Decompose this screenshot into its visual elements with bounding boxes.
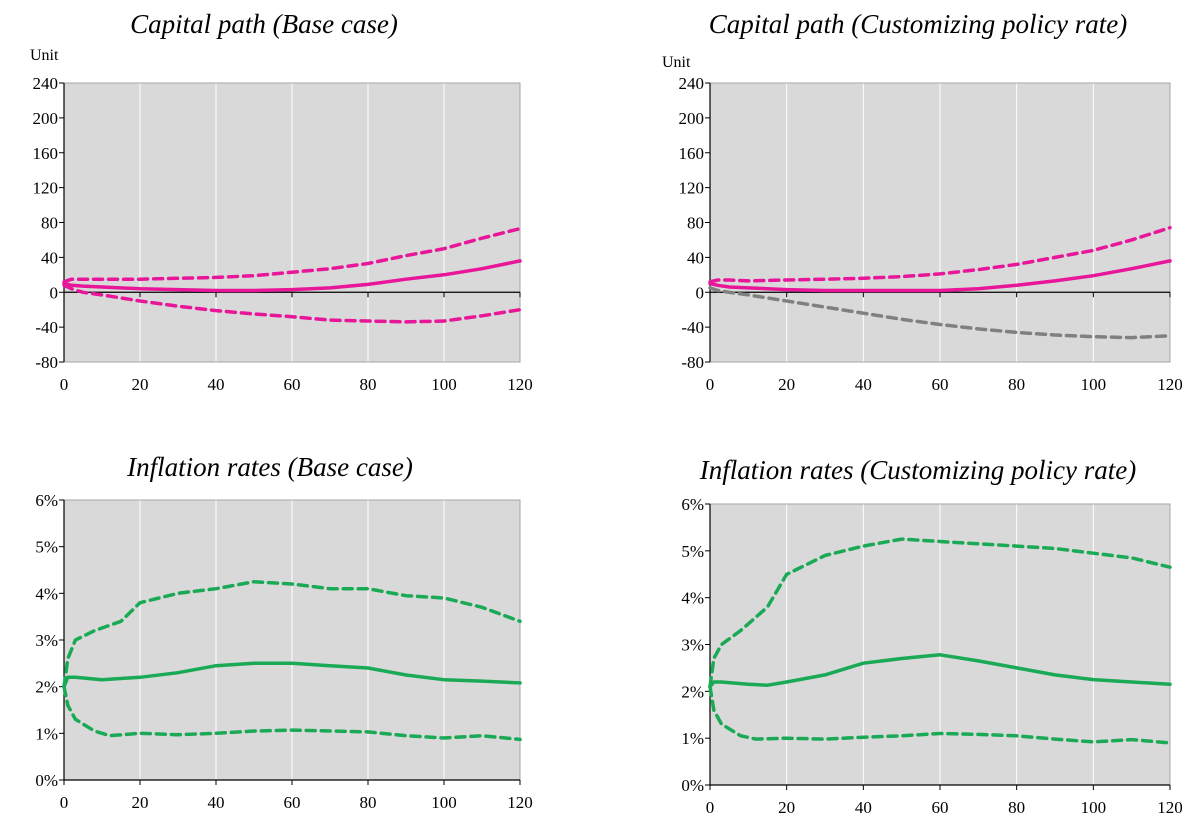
x-tick-label: 20	[132, 793, 149, 812]
y-tick-label: 0	[696, 283, 705, 302]
y-tick-label: 5%	[681, 542, 704, 561]
series-line-dashed-2	[708, 286, 1172, 340]
chart-title: Capital path (Base case)	[130, 9, 398, 39]
y-tick-label: 5%	[35, 538, 58, 557]
x-tick-label: 0	[706, 798, 715, 817]
chart-capital-path-base: Capital path (Base case) Unit -80 -40 0 40 80 1…	[30, 9, 533, 394]
x-tick-label: 80	[1008, 798, 1025, 817]
y-tick-label: 80	[687, 214, 704, 233]
y-tick-label: 80	[41, 214, 58, 233]
series-line-dashed-2	[708, 684, 1172, 745]
series-line-solid-0	[62, 259, 522, 293]
y-tick-label: -80	[681, 353, 704, 372]
x-tick-label: 120	[1157, 375, 1183, 394]
x-tick-label: 20	[132, 375, 149, 394]
x-tick-label: 0	[60, 375, 69, 394]
y-tick-label: 40	[41, 248, 58, 267]
x-tick-label: 60	[284, 375, 301, 394]
series-line-solid-0	[708, 259, 1172, 293]
x-tick-label: 40	[208, 793, 225, 812]
y-tick-label: -80	[35, 353, 58, 372]
x-tick-label: 0	[60, 793, 69, 812]
x-tick-label: 120	[507, 375, 533, 394]
x-tick-label: 100	[431, 375, 457, 394]
y-tick-label: 0%	[681, 776, 704, 795]
x-tick-label: 40	[855, 375, 872, 394]
x-tick-label: 40	[855, 798, 872, 817]
series-line-dashed-1	[62, 579, 522, 689]
series-line-solid-0	[62, 661, 522, 689]
chart-inflation-base: Inflation rates (Base case) 0% 1% 2% 3% 4% 5% 6…	[35, 452, 532, 812]
y-tick-label: -40	[681, 318, 704, 337]
x-tick-label: 60	[932, 798, 949, 817]
x-tick-label: 80	[360, 375, 377, 394]
y-tick-label: 0%	[35, 771, 58, 790]
series-line-dashed-2	[62, 283, 522, 324]
y-tick-label: 4%	[681, 589, 704, 608]
y-tick-label: 240	[33, 74, 59, 93]
y-tick-label: 120	[679, 179, 705, 198]
y-tick-label: 2%	[681, 682, 704, 701]
x-tick-label: 80	[360, 793, 377, 812]
x-tick-label: 20	[778, 798, 795, 817]
y-tick-label: 240	[679, 74, 705, 93]
x-tick-label: 20	[778, 375, 795, 394]
x-tick-label: 60	[284, 793, 301, 812]
x-tick-label: 100	[1081, 798, 1107, 817]
series-line-dashed-1	[708, 537, 1172, 689]
series-line-solid-0	[708, 653, 1172, 689]
x-tick-label: 0	[706, 375, 715, 394]
y-tick-label: 200	[679, 109, 705, 128]
chart-inflation-custom: Inflation rates (Customizing policy rate…	[681, 455, 1182, 817]
y-tick-label: 40	[687, 248, 704, 267]
y-tick-label: -40	[35, 318, 58, 337]
y-axis-unit-label: Unit	[30, 47, 59, 64]
x-tick-label: 120	[507, 793, 533, 812]
x-tick-label: 100	[431, 793, 457, 812]
chart-title: Inflation rates (Customizing policy rate…	[699, 455, 1136, 485]
series-line-dashed-1	[62, 226, 522, 284]
y-tick-label: 6%	[681, 495, 704, 514]
y-tick-label: 4%	[35, 584, 58, 603]
y-tick-label: 2%	[35, 678, 58, 697]
chart-capital-path-custom: Capital path (Customizing policy rate) Un…	[662, 9, 1183, 394]
y-tick-label: 3%	[681, 636, 704, 655]
y-tick-label: 6%	[35, 491, 58, 510]
chart-title: Inflation rates (Base case)	[126, 452, 413, 482]
series-line-dashed-2	[62, 684, 522, 742]
y-tick-label: 160	[679, 144, 705, 163]
y-tick-label: 160	[33, 144, 59, 163]
x-tick-label: 120	[1157, 798, 1183, 817]
x-tick-label: 100	[1081, 375, 1107, 394]
y-tick-label: 1%	[35, 724, 58, 743]
y-tick-label: 200	[33, 109, 59, 128]
x-tick-label: 40	[208, 375, 225, 394]
chart-title: Capital path (Customizing policy rate)	[709, 9, 1128, 39]
y-tick-label: 1%	[681, 729, 704, 748]
y-tick-label: 3%	[35, 631, 58, 650]
x-tick-label: 60	[932, 375, 949, 394]
y-axis-unit-label: Unit	[662, 54, 691, 71]
y-tick-label: 0	[50, 283, 59, 302]
y-tick-label: 120	[33, 179, 59, 198]
x-tick-label: 80	[1008, 375, 1025, 394]
